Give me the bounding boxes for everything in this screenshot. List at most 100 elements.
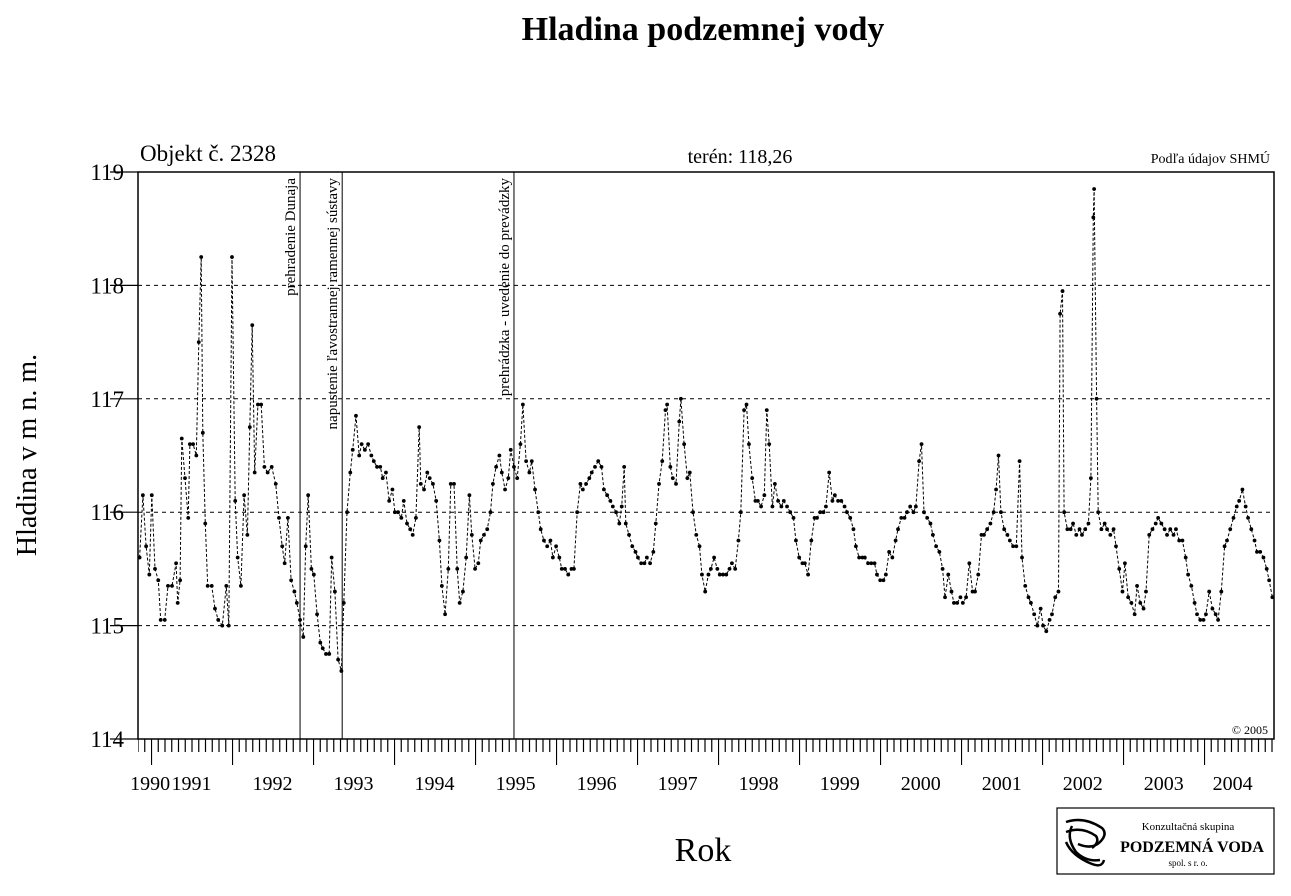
- data-point: [301, 635, 306, 639]
- data-point: [772, 481, 777, 486]
- data-point: [175, 601, 180, 605]
- x-minor-ticks: [138, 739, 1274, 767]
- data-point: [158, 618, 163, 622]
- data-point: [371, 459, 376, 464]
- data-point: [1135, 584, 1139, 588]
- data-point: [738, 510, 743, 515]
- data-point: [928, 521, 933, 526]
- data-point: [791, 515, 796, 520]
- data-point: [1005, 532, 1010, 537]
- data-point: [1083, 527, 1088, 532]
- data-point: [770, 504, 775, 509]
- data-point: [830, 498, 835, 503]
- data-point: [809, 538, 814, 543]
- data-point: [1058, 311, 1062, 316]
- data-point: [339, 669, 344, 673]
- data-point: [896, 527, 900, 532]
- data-point: [1014, 544, 1019, 549]
- data-point: [292, 589, 297, 594]
- data-point: [943, 595, 947, 600]
- data-point: [1105, 527, 1109, 532]
- data-point: [806, 572, 810, 577]
- data-point: [259, 402, 264, 407]
- data-point: [529, 459, 534, 464]
- data-point: [1150, 527, 1155, 532]
- data-point: [359, 442, 364, 447]
- data-point: [1198, 618, 1203, 622]
- x-tick-label: 2004: [1213, 773, 1253, 795]
- data-point: [476, 561, 481, 566]
- data-point: [996, 453, 1001, 458]
- data-point: [958, 595, 963, 600]
- data-point: [478, 538, 483, 543]
- data-point: [250, 323, 255, 327]
- data-point: [779, 504, 784, 509]
- data-point: [1053, 595, 1058, 600]
- data-point: [1044, 629, 1049, 634]
- data-point: [245, 532, 250, 537]
- data-point: [875, 572, 879, 577]
- data-point: [622, 464, 627, 469]
- data-point: [949, 589, 954, 594]
- copyright: © 2005: [1232, 723, 1268, 737]
- data-point: [1088, 476, 1093, 481]
- data-point: [1032, 612, 1037, 617]
- data-point: [230, 255, 234, 259]
- data-point: [733, 567, 738, 571]
- data-point: [881, 578, 886, 583]
- data-point: [797, 555, 802, 560]
- data-point: [499, 470, 504, 475]
- x-tick-label: 2002: [1063, 773, 1103, 795]
- data-point: [545, 544, 550, 549]
- data-point: [318, 640, 323, 645]
- data-point: [320, 646, 325, 651]
- data-point: [982, 532, 986, 537]
- data-point: [224, 584, 229, 588]
- data-point: [685, 476, 690, 481]
- x-tick-label: 1997: [658, 773, 698, 795]
- data-point: [1222, 544, 1227, 549]
- x-tick-label: 1995: [496, 773, 536, 795]
- data-point: [845, 510, 849, 515]
- data-point: [1162, 527, 1167, 532]
- data-point: [563, 567, 567, 571]
- data-point: [700, 572, 704, 577]
- data-point: [550, 555, 555, 560]
- data-point: [1056, 589, 1061, 594]
- data-point: [644, 555, 649, 560]
- data-point: [670, 476, 675, 481]
- data-point: [329, 555, 334, 560]
- data-point: [520, 402, 525, 407]
- data-point: [913, 504, 918, 509]
- data-point: [200, 430, 205, 435]
- data-point: [1141, 606, 1146, 611]
- data-point: [233, 498, 238, 503]
- data-point: [205, 584, 210, 588]
- data-point: [715, 567, 720, 571]
- data-point: [405, 521, 409, 526]
- data-point: [818, 510, 823, 515]
- x-tick-label: 1998: [739, 773, 779, 795]
- data-point: [687, 470, 692, 475]
- data-point: [1174, 527, 1178, 532]
- data-point: [269, 464, 274, 469]
- data-point: [1017, 459, 1022, 464]
- data-point: [899, 515, 904, 520]
- data-point: [1002, 527, 1007, 532]
- data-point: [1195, 612, 1199, 617]
- chart-title: Hladina podzemnej vody: [522, 11, 885, 48]
- data-point: [1237, 498, 1242, 503]
- data-point: [490, 481, 495, 486]
- data-point: [1099, 527, 1104, 532]
- data-point: [183, 476, 187, 481]
- data-point: [1183, 555, 1188, 560]
- data-point: [524, 459, 529, 464]
- data-point: [1011, 544, 1015, 549]
- data-point: [617, 521, 622, 526]
- data-point: [1060, 289, 1065, 293]
- data-point: [1234, 504, 1239, 509]
- data-point: [1117, 567, 1122, 571]
- data-point: [1255, 549, 1259, 554]
- data-point: [755, 498, 760, 503]
- logo: Konzultačná skupina PODZEMNÁ VODA spol. …: [1056, 807, 1275, 875]
